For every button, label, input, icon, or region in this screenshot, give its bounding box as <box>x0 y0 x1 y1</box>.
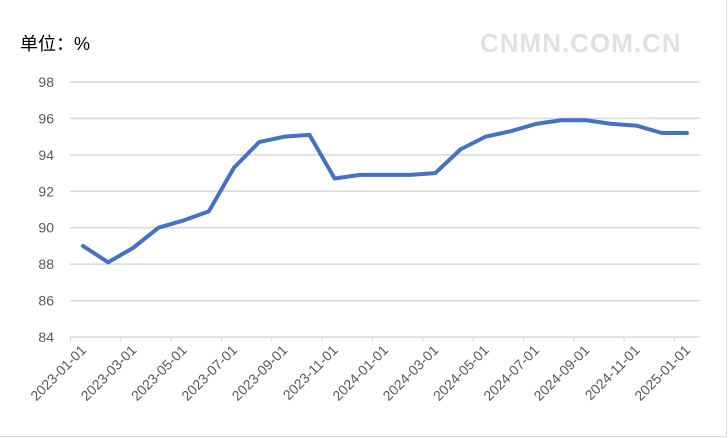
unit-label: 单位：% <box>20 34 91 54</box>
watermark: CNMN.COM.CN <box>480 28 682 58</box>
y-tick-label: 92 <box>38 183 54 199</box>
y-tick-label: 98 <box>38 74 54 90</box>
y-tick-label: 86 <box>38 293 54 309</box>
y-tick-label: 84 <box>38 329 54 345</box>
y-tick-label: 90 <box>38 220 54 236</box>
y-tick-label: 96 <box>38 110 54 126</box>
y-tick-label: 94 <box>38 147 54 163</box>
y-tick-label: 88 <box>38 256 54 272</box>
